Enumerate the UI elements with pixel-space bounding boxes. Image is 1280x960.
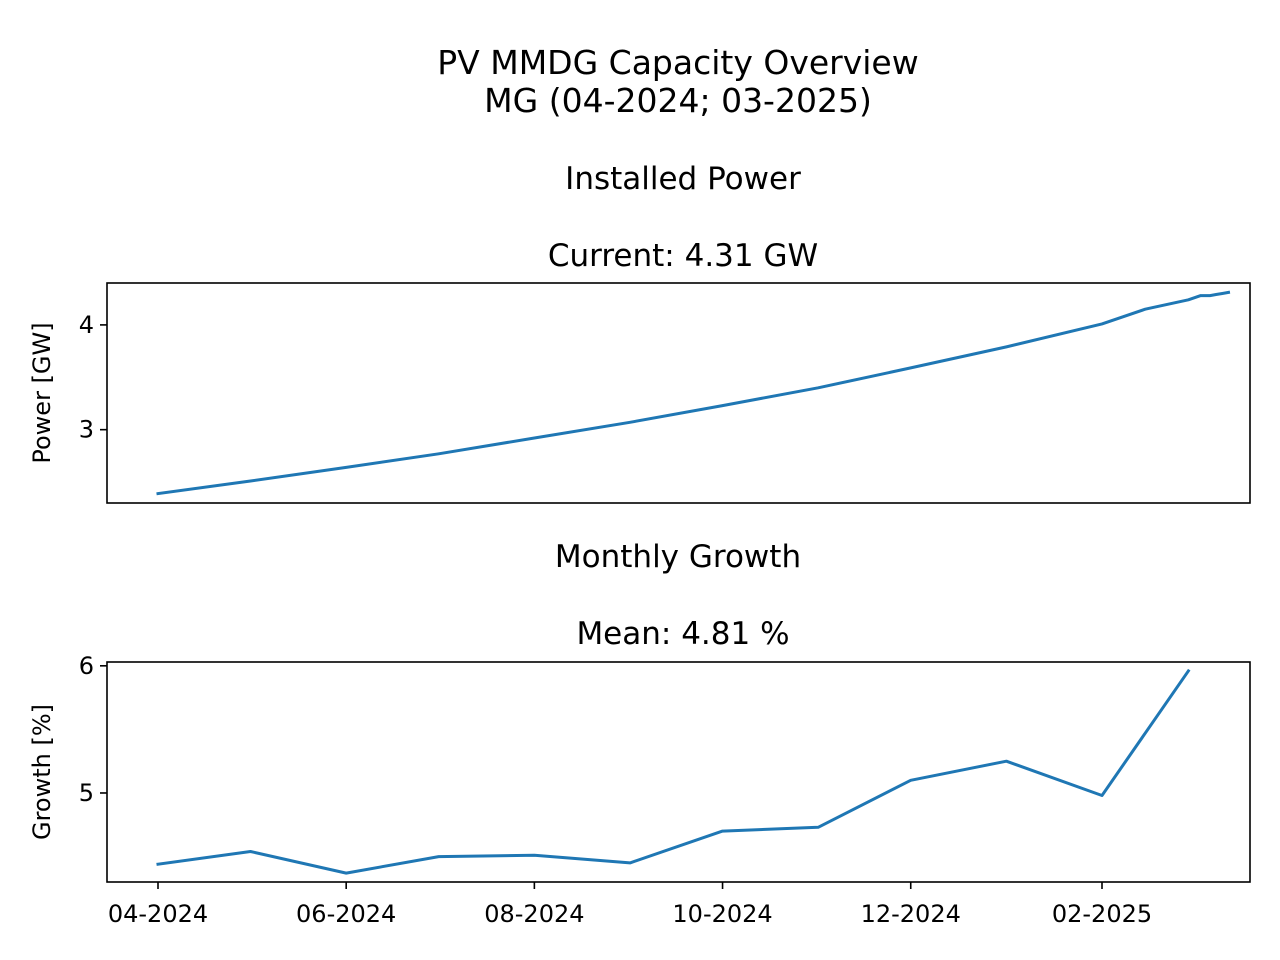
power-series-line — [156, 290, 1231, 496]
growth-chart-title: Monthly Growth — [555, 539, 801, 575]
growth-y-tick-label: 6 — [79, 652, 94, 680]
power-y-tick-label: 4 — [79, 311, 94, 339]
figure-title-line2: MG (04-2024; 03-2025) — [484, 81, 872, 120]
power-chart-title: Installed Power — [565, 161, 801, 197]
growth-y-tick-label: 5 — [79, 779, 94, 807]
power-axes-frame — [106, 282, 1251, 504]
power-y-axis-label: Power [GW] — [28, 322, 56, 463]
power-y-tick-label: 3 — [79, 416, 94, 444]
x-tick-label: 12-2024 — [861, 900, 961, 928]
figure-title-line1: PV MMDG Capacity Overview — [437, 43, 918, 82]
power-plot-area: 34 — [79, 282, 1251, 504]
x-tick-label: 06-2024 — [296, 900, 396, 928]
growth-plot-area: 5 6 04-2024 06-2024 08-2024 10-2024 12-2024 02-… — [79, 652, 1251, 928]
x-tick-label: 02-2025 — [1052, 900, 1152, 928]
growth-y-axis-label: Growth [%] — [28, 704, 56, 840]
x-tick-label: 04-2024 — [108, 900, 208, 928]
power-chart-subtitle: Current: 4.31 GW — [548, 238, 818, 274]
growth-chart-subtitle: Mean: 4.81 % — [576, 616, 789, 652]
growth-axes-frame — [106, 661, 1251, 883]
x-tick-label: 08-2024 — [484, 900, 584, 928]
x-tick-label: 10-2024 — [672, 900, 772, 928]
growth-series-line — [156, 668, 1191, 875]
